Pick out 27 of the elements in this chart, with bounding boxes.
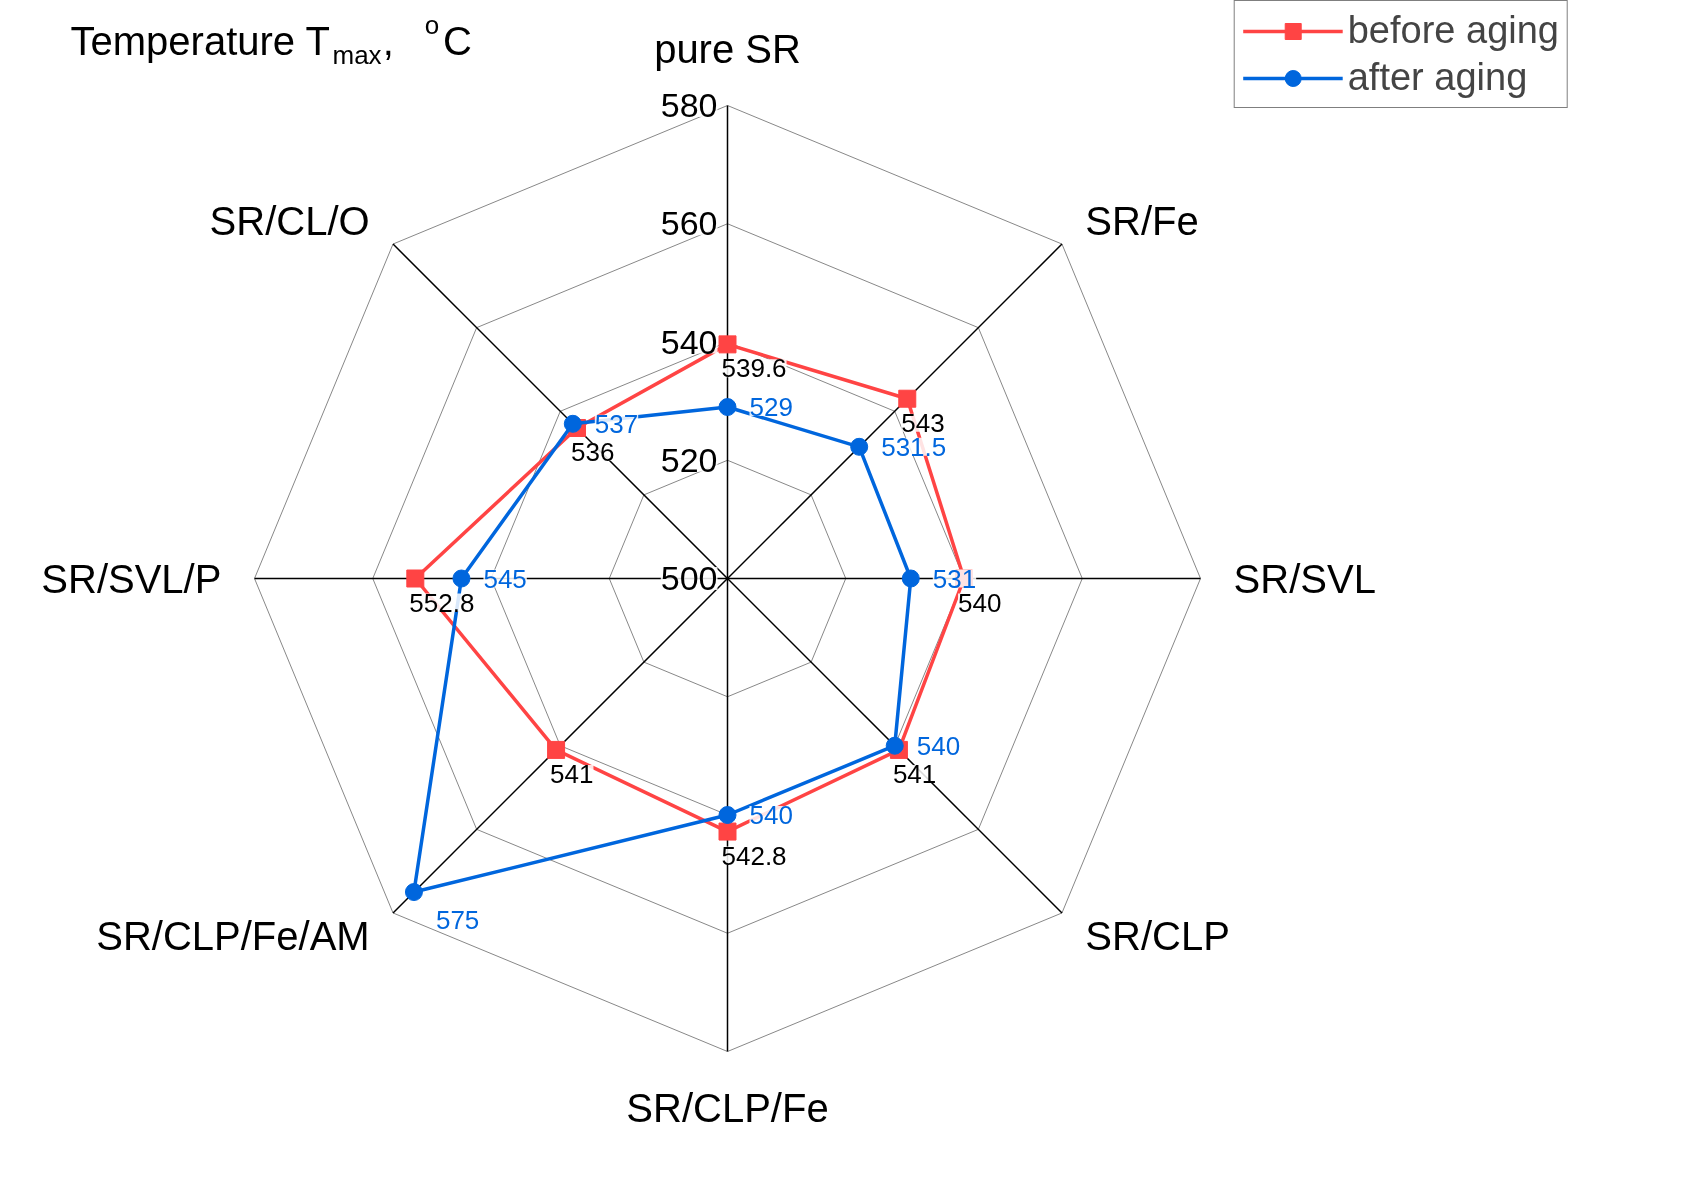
data-label: 575 (435, 905, 480, 936)
data-label: 541 (892, 758, 937, 789)
data-label: 545 (483, 563, 527, 594)
y-tick-label: 500 (660, 559, 718, 597)
spoke-label: SR/CLP/Fe (626, 1086, 829, 1131)
y-tick-label: 540 (660, 322, 718, 361)
spoke-label: pure SR (654, 26, 801, 71)
y-tick-label: 580 (660, 86, 718, 124)
y-tick-label: 560 (660, 204, 718, 243)
legend-label: before aging (1347, 9, 1559, 52)
data-label: 540 (749, 800, 793, 830)
spoke-label: SR/SVL/P (41, 556, 222, 601)
spoke-label: SR/SVL (1233, 556, 1376, 601)
spoke-label: SR/CL/O (209, 198, 370, 243)
data-label: 552.8 (409, 587, 475, 618)
data-label: 537 (594, 408, 639, 439)
data-label: 536 (570, 436, 615, 467)
legend-label: after aging (1347, 56, 1528, 99)
data-label: 541 (550, 758, 594, 789)
spoke-label: SR/Fe (1085, 198, 1199, 243)
data-label: 540 (916, 730, 961, 761)
data-label: 529 (749, 392, 793, 423)
data-label: 542.8 (721, 840, 787, 871)
spoke-label: SR/CLP/Fe/AM (96, 914, 370, 959)
data-label: 539.6 (721, 353, 787, 384)
spoke-label: SR/CLP (1085, 914, 1230, 959)
y-tick-label: 520 (660, 440, 718, 479)
